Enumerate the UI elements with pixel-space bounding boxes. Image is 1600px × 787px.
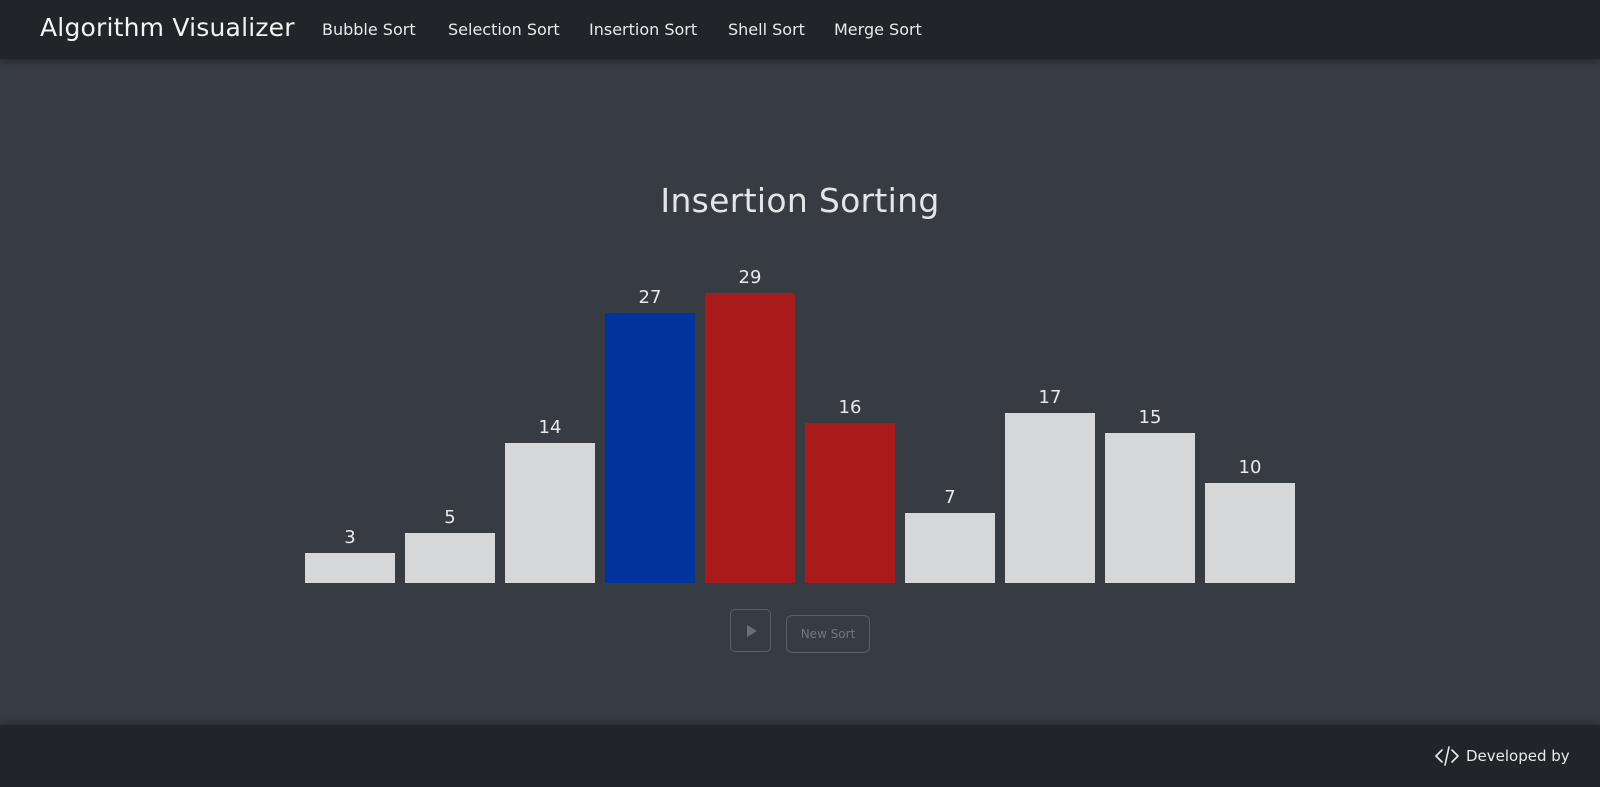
nav-link-insertion-sort[interactable]: Insertion Sort	[589, 20, 698, 39]
bar	[405, 533, 495, 583]
nav-link-merge-sort[interactable]: Merge Sort	[834, 20, 922, 39]
bar-value-label: 10	[1238, 457, 1262, 478]
page-title: Insertion Sorting	[660, 181, 940, 220]
nav-link-shell-sort[interactable]: Shell Sort	[728, 20, 805, 39]
navbar: Algorithm Visualizer Bubble Sort Selecti…	[0, 0, 1600, 59]
bar-value-label: 3	[344, 527, 356, 548]
bar-value-label: 15	[1138, 407, 1162, 428]
brand-logo[interactable]: Algorithm Visualizer	[40, 13, 295, 42]
footer: Developed by	[0, 725, 1600, 787]
bar	[1205, 483, 1295, 583]
bar-value-label: 16	[838, 397, 862, 418]
code-icon	[1435, 746, 1459, 766]
bar-value-label: 27	[638, 287, 662, 308]
play-button[interactable]	[730, 609, 771, 652]
new-sort-button[interactable]: New Sort	[786, 615, 870, 653]
bar	[905, 513, 995, 583]
bar-value-label: 7	[944, 487, 956, 508]
bar	[705, 293, 795, 583]
main-content: Insertion Sorting 3 5 14 27 29 16 7 17 15 10 New …	[0, 59, 1600, 725]
bar	[1005, 413, 1095, 583]
bar-value-label: 29	[738, 267, 762, 288]
bar	[1105, 433, 1195, 583]
nav-link-selection-sort[interactable]: Selection Sort	[448, 20, 560, 39]
bar	[305, 553, 395, 583]
bar	[505, 443, 595, 583]
play-icon	[747, 625, 757, 637]
sort-bar-chart: 3 5 14 27 29 16 7 17 15 10	[0, 59, 1600, 725]
bar	[605, 313, 695, 583]
nav-link-bubble-sort[interactable]: Bubble Sort	[322, 20, 416, 39]
bar	[805, 423, 895, 583]
bar-value-label: 17	[1038, 387, 1062, 408]
bar-value-label: 5	[444, 507, 456, 528]
footer-credit: Developed by	[1466, 747, 1570, 765]
bar-value-label: 14	[538, 417, 562, 438]
